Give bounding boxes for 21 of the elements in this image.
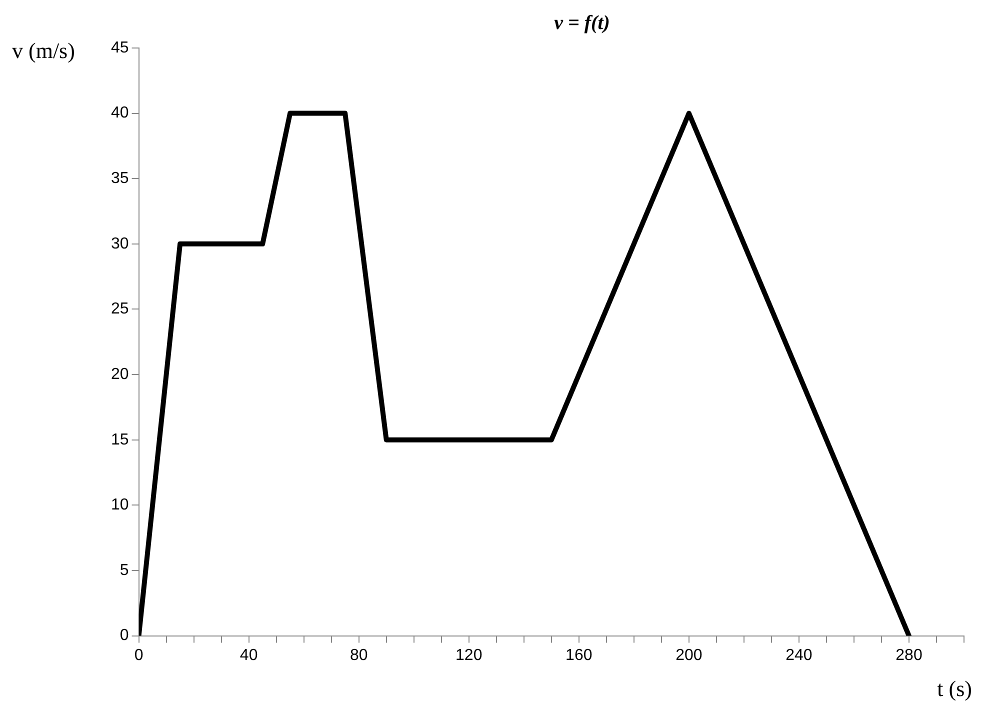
x-tick-label: 0	[134, 646, 144, 664]
y-tick-label: 45	[111, 39, 129, 56]
x-tick-label: 80	[350, 646, 368, 664]
y-tick-label: 15	[111, 431, 129, 448]
x-tick-label: 160	[566, 646, 592, 664]
y-tick-label: 35	[111, 170, 129, 188]
y-tick-label: 25	[111, 300, 129, 318]
x-tick-label: 240	[786, 646, 812, 664]
x-tick-label: 40	[240, 646, 258, 664]
y-tick-label: 20	[111, 366, 129, 383]
y-tick-label: 40	[111, 104, 129, 122]
x-tick-label: 120	[456, 646, 482, 664]
x-axis-title: t (s)	[937, 676, 972, 702]
y-tick-label: 0	[120, 627, 129, 644]
y-tick-label: 30	[111, 235, 129, 252]
x-tick-label: 200	[676, 646, 702, 664]
x-tick-label: 280	[896, 646, 922, 664]
chart-title: v = f(t)	[553, 12, 611, 35]
y-tick-label: 5	[120, 562, 129, 579]
y-tick-label: 10	[111, 496, 129, 514]
y-axis-title: v (m/s)	[12, 38, 75, 64]
